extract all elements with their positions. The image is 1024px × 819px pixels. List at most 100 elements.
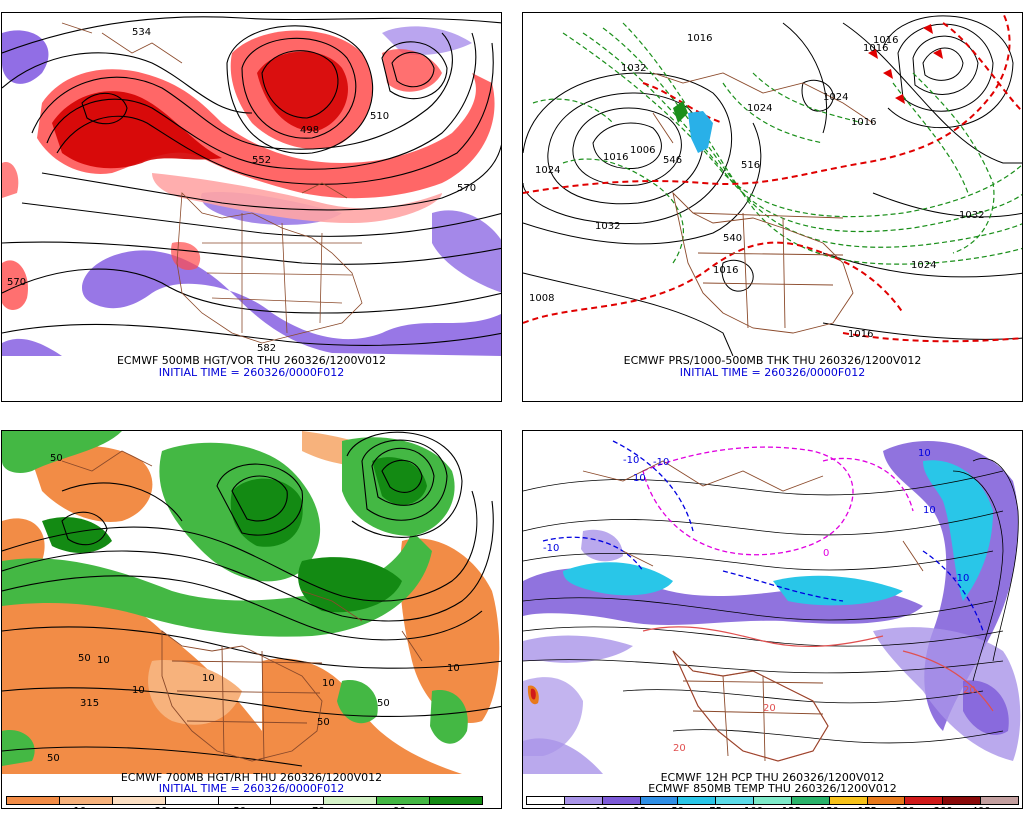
contour-label: 1006: [630, 145, 655, 156]
scale-tick-label: 10: [595, 806, 608, 808]
scale-tick-label: 100: [744, 806, 763, 808]
scale-segment: [943, 797, 982, 804]
contour-label: 546: [663, 155, 682, 166]
contour-label: 10: [132, 685, 145, 696]
contour-label: 10: [322, 678, 335, 689]
contour-label: 1008: [529, 293, 554, 304]
scale-segment: [791, 797, 830, 804]
scale-segment: [905, 797, 944, 804]
contour-label: -10: [623, 455, 639, 466]
scale-segment: [564, 797, 603, 804]
scale-tick-label: 175: [858, 806, 877, 808]
panel-caption-title: ECMWF 12H PCP THU 260326/1200V012: [660, 771, 885, 784]
scale-tick-label: 10: [74, 806, 87, 808]
contour-label: 570: [7, 277, 26, 288]
contour-label: 498: [300, 125, 319, 136]
contour-label: 20: [963, 685, 976, 696]
contour-label: 540: [723, 233, 742, 244]
contour-label: 534: [132, 27, 151, 38]
scale-segment: [640, 797, 679, 804]
map-pcp-850temp: -10 -10 -10 10 10 -10 0 10 20 20 20: [523, 431, 1022, 774]
panel-caption-title: ECMWF PRS/1000-500MB THK THU 260326/1200…: [623, 354, 922, 367]
panel-pcp-850temp: -10 -10 -10 10 10 -10 0 10 20 20 20 ECMW…: [522, 430, 1023, 809]
scale-tick-label: 150: [820, 806, 839, 808]
contour-labels: 1016 1016 1032 1024 1016 1006 1024 1032 …: [529, 33, 984, 340]
scale-tick-label: 75: [709, 806, 722, 808]
scale-segment: [271, 797, 325, 804]
contour-label: 1024: [747, 103, 772, 114]
scale-segment: [165, 797, 219, 804]
panel-prs-thk: 1016 1016 1032 1024 1016 1006 1024 1032 …: [522, 12, 1023, 402]
scale-segment: [678, 797, 717, 804]
contour-label: 315: [80, 698, 99, 709]
contour-label: 510: [370, 111, 389, 122]
map-500mb-vorticity: 534 510 498 552 570 570 582: [2, 13, 501, 356]
contour-label: 552: [252, 155, 271, 166]
scale-segment: [59, 797, 113, 804]
contour-label: 50: [50, 453, 63, 464]
panel-caption-subtitle: ECMWF 850MB TEMP THU 260326/1200V012: [648, 782, 897, 795]
contour-label: -10: [543, 543, 559, 554]
scale-segment: [602, 797, 641, 804]
panel-caption-title: ECMWF 700MB HGT/RH THU 260326/1200V012: [120, 771, 383, 784]
rh-scale-labels: 10 30 50 70 90: [6, 806, 483, 808]
panel-700mb-hgt-rh: 50 10 10 50 10 50 10 50 10 50 315 ECMWF …: [1, 430, 502, 809]
contour-label: -10: [653, 457, 669, 468]
scale-segment: [829, 797, 868, 804]
contour-label: 1016: [873, 35, 898, 46]
contour-label: 582: [257, 343, 276, 354]
scale-tick-label: 70: [312, 806, 325, 808]
contour-label: 10: [633, 473, 646, 484]
scale-tick-label: 1: [561, 806, 567, 808]
scale-tick-label: 30: [155, 806, 168, 808]
panel-caption-init: INITIAL TIME = 260326/0000F012: [158, 782, 345, 795]
scale-tick-label: 300: [934, 806, 953, 808]
contour-label: 10: [97, 655, 110, 666]
map-700mb-rh: 50 10 10 50 10 50 10 50 10 50 315: [2, 431, 501, 774]
contour-label: 50: [377, 698, 390, 709]
scale-tick-label: 200: [896, 806, 915, 808]
contour-label: 1016: [863, 43, 888, 54]
scale-tick-label: 25: [633, 806, 646, 808]
contour-label: 1016: [603, 152, 628, 163]
map-prs-thickness: 1016 1016 1032 1024 1016 1006 1024 1032 …: [523, 13, 1022, 356]
contour-label: 1032: [621, 63, 646, 74]
contour-label: 50: [317, 717, 330, 728]
scale-segment: [981, 797, 1018, 804]
scale-segment: [716, 797, 755, 804]
contour-label: 10: [918, 448, 931, 459]
contour-label: 10: [202, 673, 215, 684]
contour-labels: 534 510 498 552 570 570 582: [7, 27, 476, 354]
contour-label: 50: [47, 753, 60, 764]
scale-segment: [867, 797, 906, 804]
scale-segment: [112, 797, 166, 804]
scale-segment: [218, 797, 272, 804]
contour-label: -10: [953, 573, 969, 584]
contour-label: 1024: [911, 260, 936, 271]
scale-segment: [377, 797, 431, 804]
contour-label: 1032: [959, 210, 984, 221]
panel-caption-init: INITIAL TIME = 260326/0000F012: [158, 366, 345, 379]
scale-tick-label: 50: [233, 806, 246, 808]
scale-segment: [754, 797, 792, 804]
contour-labels: -10 -10 -10 10 10 -10 0 10 20 20 20: [543, 448, 976, 754]
contour-label: 1024: [823, 92, 848, 103]
rh-color-scale: [6, 796, 483, 805]
contour-label: 20: [673, 743, 686, 754]
contour-label: 1016: [687, 33, 712, 44]
contour-label: 516: [741, 160, 760, 171]
contour-label: 10: [447, 663, 460, 674]
scale-segment: [324, 797, 378, 804]
scale-tick-label: 125: [782, 806, 801, 808]
scale-tick-label: 400: [972, 806, 991, 808]
contour-label: 1024: [535, 165, 560, 176]
contour-labels: 50 10 10 50 10 50 10 50 10 50 315: [47, 453, 460, 764]
contour-label: 1032: [595, 221, 620, 232]
scale-segment: [527, 797, 565, 804]
contour-label: 1016: [851, 117, 876, 128]
scale-tick-label: 90: [393, 806, 406, 808]
contour-label: 20: [763, 703, 776, 714]
contour-label: 1016: [848, 329, 873, 340]
contour-label: 0: [823, 548, 829, 559]
precip-scale-labels: 1 10 25 50 75 100 125 150 175 200 300 400: [526, 806, 1019, 808]
